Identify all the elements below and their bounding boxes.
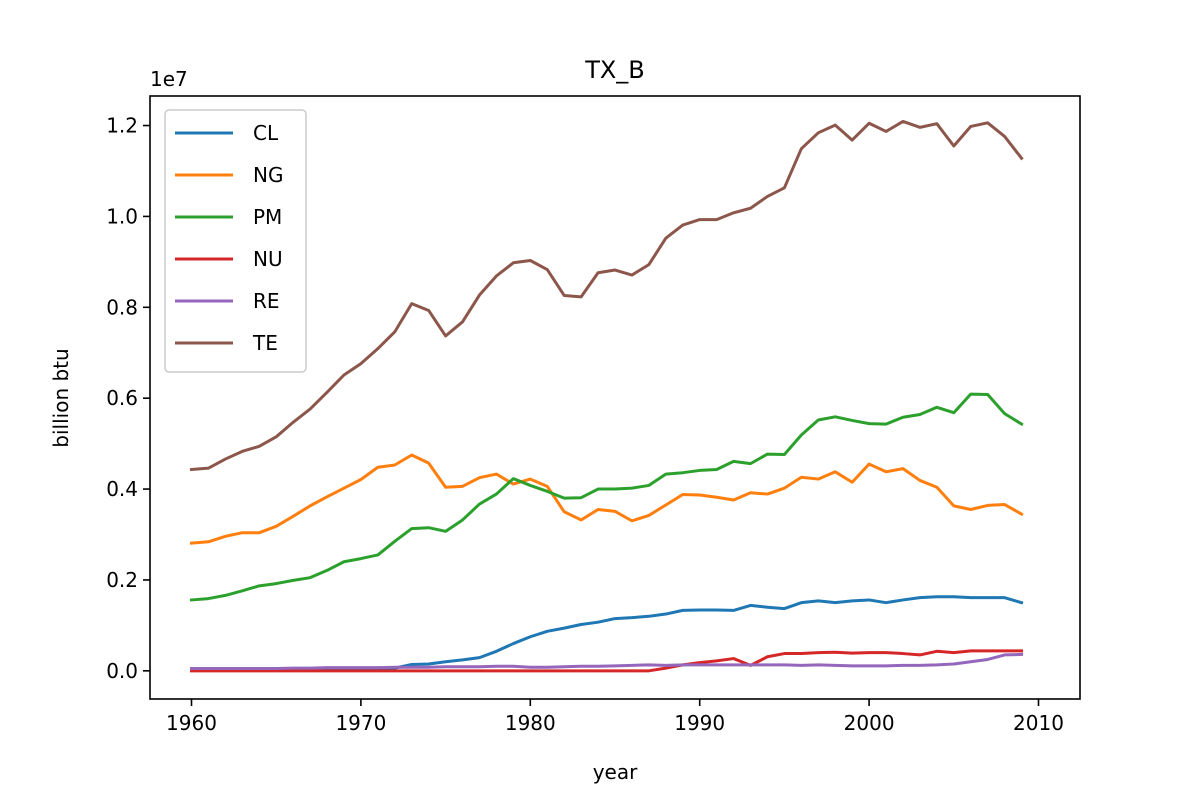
legend-label: NG	[253, 163, 283, 187]
legend-label: CL	[253, 121, 279, 145]
x-axis-ticks: 1960 1970 1980 1990 2000 2010	[166, 699, 1064, 735]
chart-title: TX_B	[584, 56, 645, 84]
series-line-cl	[190, 595, 1024, 671]
y-tick-label: 0.8	[106, 295, 138, 319]
y-axis-ticks: 0.0 0.2 0.4 0.6 0.8 1.0 1.2	[106, 114, 150, 683]
y-tick-label: 0.2	[106, 568, 138, 592]
legend-label: RE	[253, 289, 280, 313]
series-line-re	[190, 652, 1024, 671]
legend-box	[164, 109, 307, 373]
series-line-te	[189, 119, 1024, 472]
series-line-ng	[189, 453, 1024, 545]
legend: CL NG PM NU RE TE	[164, 109, 307, 373]
legend-label: PM	[253, 205, 282, 229]
y-tick-label: 1.0	[106, 204, 138, 228]
x-tick-label: 1990	[674, 711, 725, 735]
x-tick-label: 1980	[505, 711, 556, 735]
legend-label: TE	[252, 331, 278, 355]
y-axis-multiplier: 1e7	[150, 67, 188, 91]
y-axis-label: billion btu	[49, 348, 73, 447]
x-tick-label: 1960	[166, 711, 217, 735]
y-tick-label: 0.6	[106, 386, 138, 410]
y-tick-label: 1.2	[106, 114, 138, 138]
y-tick-label: 0.4	[106, 477, 138, 501]
x-tick-label: 2000	[844, 711, 895, 735]
legend-label: NU	[253, 247, 283, 271]
x-tick-label: 1970	[335, 711, 386, 735]
x-tick-label: 2010	[1013, 711, 1064, 735]
x-axis-label: year	[593, 760, 638, 784]
y-tick-label: 0.0	[106, 659, 138, 683]
series-line-pm	[189, 392, 1024, 602]
series-line-nu	[190, 649, 1024, 673]
series-layer	[189, 119, 1024, 673]
